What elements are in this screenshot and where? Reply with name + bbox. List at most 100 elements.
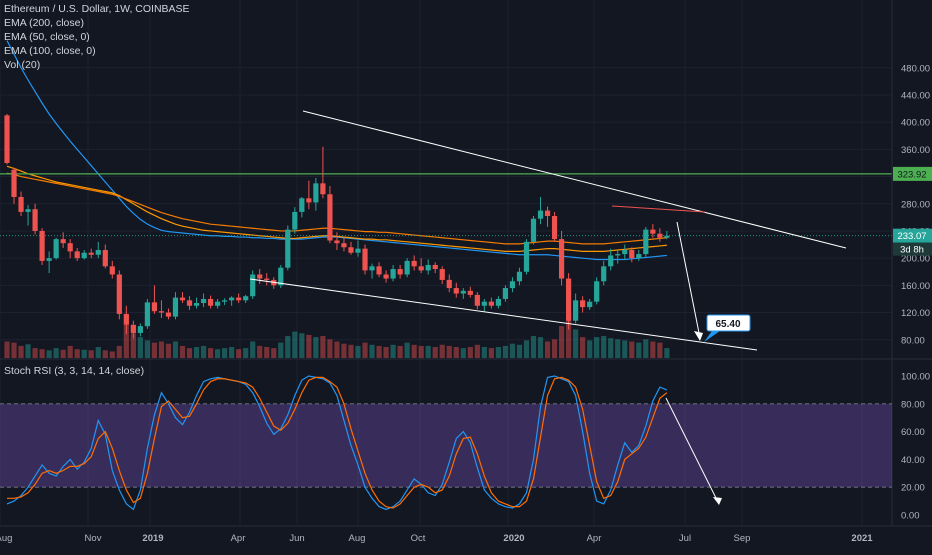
candle-body	[523, 241, 530, 272]
volume-bar	[158, 341, 165, 358]
target-callout-pointer	[704, 331, 720, 342]
rsi-k-line	[6, 375, 668, 511]
volume-bar	[257, 345, 263, 358]
candle-body	[664, 235, 670, 238]
candle-body	[558, 239, 565, 279]
volume-bar	[102, 350, 108, 358]
volume-bar	[453, 347, 459, 358]
volume-bar	[32, 348, 38, 358]
resistance-price-label: 323.92	[897, 169, 926, 180]
volume-bar	[130, 333, 136, 358]
price-tick-label: 200.00	[901, 254, 930, 265]
volume-bar	[481, 347, 487, 358]
short-resistance-line	[611, 205, 706, 213]
volume-bar	[580, 337, 586, 358]
resistance-price-tag	[893, 166, 932, 181]
candle-body	[544, 210, 551, 216]
rsi-d-line	[7, 376, 668, 509]
volume-bar	[537, 337, 544, 358]
candle-body	[495, 298, 501, 306]
candle-body	[636, 254, 642, 259]
volume-bar	[383, 347, 389, 358]
volume-bar	[60, 349, 66, 358]
candle-body	[243, 296, 249, 301]
candle-body	[341, 243, 347, 248]
candle-body	[629, 250, 635, 259]
rsi-title[interactable]: Stoch RSI (3, 3, 14, 14, close)	[4, 365, 145, 377]
time-axis-label: Sep	[734, 533, 751, 544]
volume-bar	[53, 348, 59, 358]
volume-bar	[46, 350, 52, 358]
volume-bar	[390, 344, 396, 358]
volume-bar	[215, 349, 221, 358]
volume-bar	[67, 345, 73, 358]
volume-bar	[236, 349, 242, 358]
candle-body	[299, 198, 305, 212]
candle-body	[488, 301, 494, 306]
volume-bar	[446, 345, 452, 358]
volume-bar	[664, 348, 670, 358]
candle-body	[278, 267, 284, 286]
candle-body	[109, 266, 115, 275]
candle-body	[376, 266, 382, 275]
volume-bar	[608, 338, 614, 358]
candle-body	[601, 266, 607, 282]
volume-bar	[39, 349, 45, 358]
candle-body	[509, 281, 516, 289]
candle-body	[397, 269, 403, 275]
rsi-tick-label: 0.00	[901, 511, 920, 522]
candle-body	[383, 274, 389, 279]
candle-body	[306, 198, 312, 203]
candle-body	[467, 290, 473, 295]
legend-ema200[interactable]: EMA (200, close)	[4, 17, 84, 29]
volume-bar	[615, 339, 621, 358]
volume-bar	[432, 347, 438, 358]
rsi-tick-label: 80.00	[901, 399, 925, 410]
candle-body	[348, 247, 354, 253]
candle-body	[172, 297, 179, 317]
rsi-tick-label: 40.00	[901, 455, 925, 466]
volume-bar	[123, 325, 129, 358]
volume-bar	[516, 344, 523, 358]
candle-body	[229, 297, 235, 301]
legend-ema100[interactable]: EMA (100, close, 0)	[4, 45, 96, 57]
candle-body	[123, 313, 129, 325]
time-axis-label: 2021	[851, 533, 873, 544]
time-axis-label: Apr	[231, 533, 246, 544]
time-axis-label: Apr	[587, 533, 602, 544]
legend-ema50[interactable]: EMA (50, close, 0)	[4, 31, 90, 43]
volume-bar	[629, 341, 635, 358]
candle-body	[657, 233, 663, 238]
legend-volume[interactable]: Vol (20)	[4, 59, 41, 71]
volume-bar	[544, 341, 551, 358]
volume-bar	[601, 336, 607, 358]
price-tick-label: 440.00	[901, 90, 930, 101]
rsi-projection-arrowhead	[713, 497, 722, 505]
price-tick-label: 80.00	[901, 335, 925, 346]
volume-bar	[355, 345, 361, 358]
volume-bar	[418, 345, 424, 358]
volume-bar	[306, 334, 312, 358]
candle-body	[432, 264, 438, 270]
rsi-tick-label: 100.00	[901, 372, 930, 383]
last-price-tag	[893, 228, 932, 243]
candle-body	[650, 229, 656, 234]
candle-body	[67, 243, 73, 252]
candle-body	[46, 258, 52, 261]
candle-body	[130, 324, 136, 333]
candle-body	[460, 290, 466, 294]
volume-bar	[81, 349, 87, 358]
candle-body	[411, 260, 417, 267]
candle-body	[95, 250, 101, 255]
volume-bar	[229, 347, 235, 358]
volume-bar	[25, 344, 31, 358]
candle-body	[18, 196, 24, 212]
candle-body	[165, 312, 172, 317]
volume-bar	[425, 345, 431, 358]
candle-body	[608, 255, 614, 267]
volume-bar	[327, 339, 333, 358]
volume-bar	[243, 348, 249, 358]
